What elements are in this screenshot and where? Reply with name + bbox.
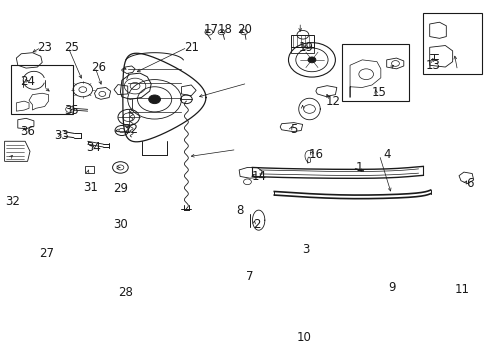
Text: 19: 19 — [298, 41, 314, 54]
Text: 22: 22 — [122, 123, 138, 136]
Text: 29: 29 — [113, 183, 128, 195]
Bar — [11, 65, 73, 114]
Text: 10: 10 — [296, 331, 311, 344]
Text: 2: 2 — [253, 218, 261, 231]
Circle shape — [149, 95, 160, 104]
Bar — [292, 47, 315, 53]
Text: 32: 32 — [5, 195, 21, 208]
Text: 17: 17 — [203, 23, 219, 36]
Text: 23: 23 — [37, 41, 52, 54]
Text: 13: 13 — [426, 59, 441, 72]
Circle shape — [308, 57, 316, 63]
Text: 15: 15 — [372, 86, 387, 99]
Bar — [423, 13, 482, 74]
Text: 4: 4 — [383, 148, 391, 161]
Text: 14: 14 — [252, 170, 267, 183]
Text: 33: 33 — [54, 129, 69, 142]
Text: 18: 18 — [218, 23, 233, 36]
Text: 21: 21 — [184, 41, 199, 54]
Text: 16: 16 — [308, 148, 323, 161]
Text: 36: 36 — [20, 125, 35, 138]
Text: 28: 28 — [118, 287, 133, 300]
Text: 12: 12 — [325, 95, 341, 108]
Text: 27: 27 — [40, 247, 54, 260]
Text: 24: 24 — [20, 75, 35, 88]
Text: 7: 7 — [246, 270, 254, 283]
Text: 35: 35 — [64, 104, 79, 117]
Text: 34: 34 — [86, 141, 101, 154]
Text: 8: 8 — [237, 204, 244, 217]
Text: 30: 30 — [113, 218, 128, 231]
Text: 6: 6 — [466, 177, 473, 190]
Text: 11: 11 — [455, 283, 470, 296]
Text: 25: 25 — [64, 41, 79, 54]
Text: 1: 1 — [356, 161, 364, 174]
Bar — [342, 44, 409, 101]
Text: 5: 5 — [290, 123, 297, 136]
Text: 3: 3 — [302, 243, 310, 256]
Bar — [292, 35, 315, 47]
Text: 26: 26 — [91, 60, 106, 73]
Bar — [85, 166, 94, 173]
Text: 31: 31 — [84, 181, 98, 194]
Text: 9: 9 — [388, 281, 395, 294]
Text: 20: 20 — [238, 23, 252, 36]
